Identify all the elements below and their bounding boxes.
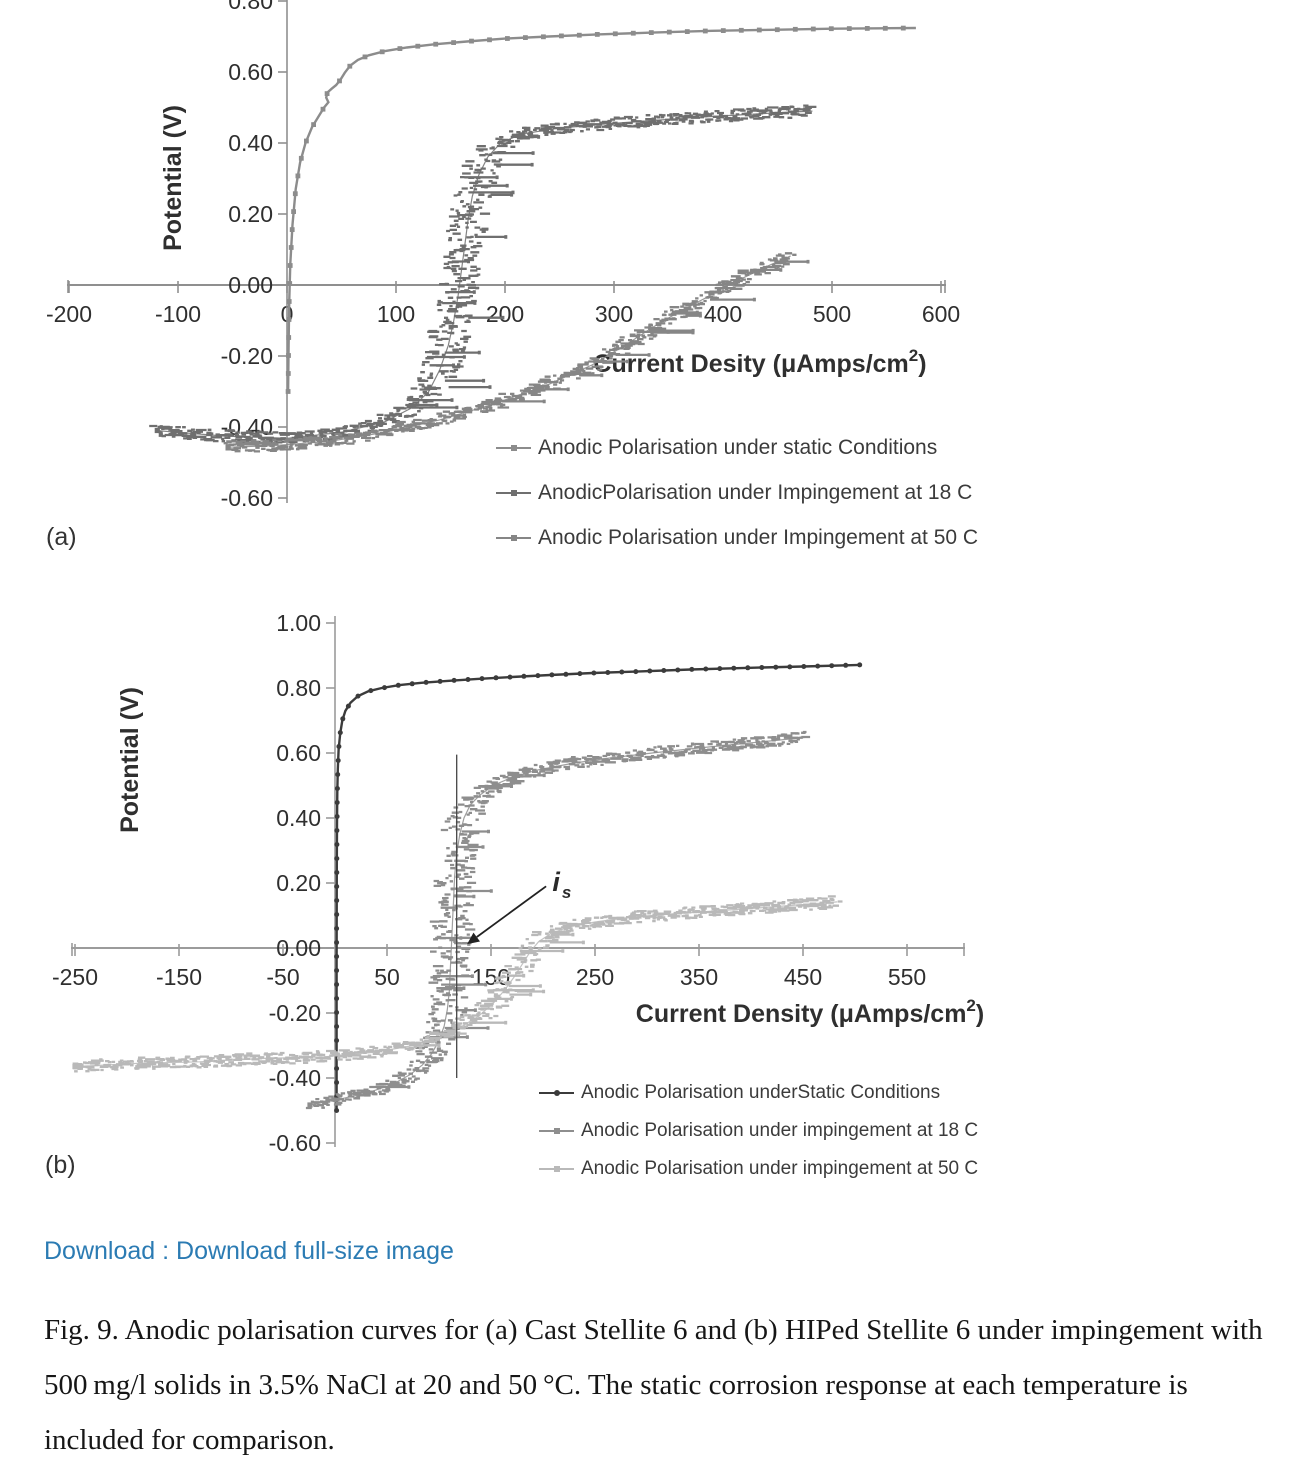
series-impingement-50c: [72, 895, 843, 1073]
series-impingement-18c: [305, 730, 811, 1110]
y-tick-label: 0.60: [228, 59, 273, 85]
legend-item: Anodic Polarisation under impingement at…: [539, 1119, 978, 1142]
chart-b-canvas: -250 -150 -50 50 150 250 350 450 5501.000.800.60…: [52, 610, 984, 1156]
y-tick-label: 0.00: [276, 935, 321, 961]
y-tick-label: 0.80: [276, 675, 321, 701]
legend-line-marker: [496, 535, 531, 541]
legend-label: Anodic Polarisation underStatic Conditio…: [581, 1081, 941, 1103]
legend-marker-square: [511, 445, 517, 451]
series-impingement-50c: [223, 252, 810, 453]
x-axis-title: Current Desity (μAmps/cm2): [593, 346, 926, 378]
axes: -200-10001002003004005006000.800.600.400…: [46, 0, 960, 511]
legend-item: Anodic Polarisation under Impingement at…: [496, 526, 978, 550]
x-tick-label: 350: [680, 964, 718, 990]
axes: -250 -150 -50 50 150 250 350 450 5501.000.800.60…: [52, 610, 965, 1156]
y-tick-label: 0.00: [228, 272, 273, 298]
legend-label: Anodic Polarisation under impingement at…: [581, 1157, 979, 1179]
x-tick-label: -50: [266, 964, 299, 990]
x-tick-label: 500: [813, 301, 851, 327]
y-tick-label: -0.20: [221, 343, 273, 369]
x-axis-title: Current Density (μAmps/cm2): [636, 996, 984, 1028]
panel-label-b: (b): [45, 1151, 76, 1179]
x-tick-label: -200: [46, 301, 92, 327]
legend-line-marker: [539, 1165, 574, 1172]
legend-label: Anodic Polarisation under Impingement at…: [538, 526, 979, 549]
panel-label-a: (a): [46, 523, 77, 551]
x-tick-label: 400: [704, 301, 742, 327]
legend-chart-a: Anodic Polarisation under static Conditi…: [496, 436, 978, 571]
legend-line-marker: [496, 490, 531, 496]
legend-marker-square: [554, 1127, 560, 1134]
legend-line-marker: [496, 445, 531, 451]
download-full-size-link[interactable]: Download : Download full-size image: [44, 1237, 454, 1265]
y-tick-label: 0.40: [276, 805, 321, 831]
x-tick-label: -250: [52, 964, 98, 990]
y-tick-label: 0.20: [228, 201, 273, 227]
legend-label: Anodic Polarisation under impingement at…: [581, 1119, 979, 1141]
x-tick-label: 200: [486, 301, 524, 327]
legend-item: Anodic Polarisation under impingement at…: [539, 1157, 978, 1180]
y-tick-label: 0.40: [228, 130, 273, 156]
y-tick-label: 0.20: [276, 870, 321, 896]
legend-item: AnodicPolarisation under Impingement at …: [496, 481, 978, 505]
y-axis-title: Potential (V): [159, 105, 187, 251]
x-tick-label: 450: [784, 964, 822, 990]
series-impingement-18c: [149, 104, 817, 445]
y-tick-label: 0.80: [228, 0, 273, 14]
x-tick-label: 100: [377, 301, 415, 327]
x-tick-label: 600: [922, 301, 960, 327]
legend-line-marker: [539, 1127, 574, 1134]
legend-line-marker: [539, 1089, 574, 1096]
legend-marker-square: [554, 1165, 560, 1172]
x-tick-label: 250: [576, 964, 614, 990]
legend-item: Anodic Polarisation under static Conditi…: [496, 436, 978, 460]
legend-item: Anodic Polarisation underStatic Conditio…: [539, 1081, 978, 1104]
y-tick-label: 1.00: [276, 610, 321, 636]
x-tick-label: 550: [888, 964, 926, 990]
legend-marker-dot: [554, 1089, 560, 1096]
x-tick-label: 300: [595, 301, 633, 327]
series-static: [285, 25, 916, 394]
legend-marker-square: [511, 490, 517, 496]
y-axis-title: Potential (V): [116, 687, 144, 833]
x-tick-label: -100: [155, 301, 201, 327]
x-tick-label: -150: [156, 964, 202, 990]
legend-label: Anodic Polarisation under static Conditi…: [538, 436, 938, 459]
y-tick-label: -0.20: [269, 1000, 321, 1026]
y-tick-label: -0.40: [269, 1065, 321, 1091]
legend-label: AnodicPolarisation under Impingement at …: [538, 481, 973, 504]
y-tick-label: 0.60: [276, 740, 321, 766]
series-static: [334, 662, 863, 1113]
figure-image: -200-10001002003004005006000.800.600.400…: [45, 0, 985, 1195]
legend-marker-square: [511, 535, 517, 541]
figure-caption: Fig. 9. Anodic polarisation curves for (…: [44, 1314, 1263, 1456]
chart-a-canvas: -200-10001002003004005006000.800.600.400…: [46, 0, 960, 511]
x-tick-label: 50: [374, 964, 400, 990]
download-row: Download : Download full-size image: [44, 1237, 454, 1266]
y-tick-label: -0.60: [221, 485, 273, 511]
y-tick-label: -0.60: [269, 1130, 321, 1156]
legend-chart-b: Anodic Polarisation underStatic Conditio…: [539, 1081, 978, 1195]
